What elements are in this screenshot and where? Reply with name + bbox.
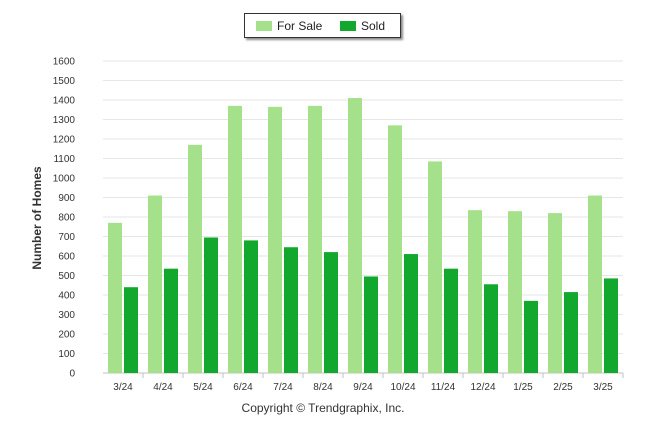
- bar-sold[interactable]: [124, 287, 138, 373]
- legend-item-for-sale[interactable]: For Sale: [256, 19, 322, 33]
- x-tick-label: 8/24: [313, 382, 333, 393]
- x-tick-label: 11/24: [431, 382, 456, 393]
- bar-for-sale[interactable]: [108, 222, 122, 373]
- legend-swatch-sold: [340, 21, 356, 31]
- bar-for-sale[interactable]: [388, 125, 402, 373]
- x-tick-label: 3/25: [593, 382, 613, 393]
- bar-for-sale[interactable]: [508, 211, 522, 373]
- x-tick-label: 9/24: [353, 382, 373, 393]
- x-tick-label: 5/24: [193, 382, 213, 393]
- bar-for-sale[interactable]: [308, 105, 322, 373]
- bar-for-sale[interactable]: [228, 105, 242, 373]
- x-axis-ticks: 3/24 4/24 5/24 6/24 7/24 8/24 9/24 10/24 11/24 12…: [113, 373, 624, 393]
- y-tick-label: 900: [58, 193, 75, 204]
- y-axis-ticks: 0 100 200 300 400 500 600 700 800 900 1000 1100 1200…: [53, 57, 76, 380]
- y-tick-label: 800: [58, 213, 75, 224]
- bar-for-sale[interactable]: [148, 195, 162, 373]
- bar-sold[interactable]: [364, 276, 378, 373]
- bar-for-sale[interactable]: [548, 213, 562, 373]
- y-tick-label: 0: [69, 369, 75, 380]
- bar-sold[interactable]: [164, 268, 178, 373]
- x-tick-label: 10/24: [390, 382, 415, 393]
- bar-for-sale[interactable]: [268, 106, 282, 373]
- legend-label-sold: Sold: [361, 19, 386, 33]
- y-tick-label: 1300: [53, 115, 76, 126]
- x-tick-label: 2/25: [553, 382, 573, 393]
- bar-for-sale[interactable]: [188, 144, 202, 373]
- bar-sold[interactable]: [284, 247, 298, 373]
- x-tick-label: 4/24: [153, 382, 173, 393]
- x-tick-label: 6/24: [233, 382, 253, 393]
- y-tick-label: 600: [58, 252, 75, 263]
- y-tick-label: 100: [58, 349, 75, 360]
- x-tick-label: 12/24: [470, 382, 495, 393]
- x-tick-label: 3/24: [113, 382, 133, 393]
- bar-sold[interactable]: [444, 268, 458, 373]
- bar-sold[interactable]: [244, 240, 258, 373]
- grid-lines: [103, 60, 623, 354]
- y-tick-label: 1200: [53, 135, 76, 146]
- y-tick-label: 1400: [53, 96, 76, 107]
- x-tick-label: 1/25: [513, 382, 533, 393]
- y-tick-label: 200: [58, 330, 75, 341]
- bar-sold[interactable]: [604, 278, 618, 373]
- bar-sold[interactable]: [404, 254, 418, 373]
- y-tick-label: 300: [58, 310, 75, 321]
- bar-sold[interactable]: [484, 284, 498, 373]
- bar-sold[interactable]: [564, 292, 578, 373]
- legend-item-sold[interactable]: Sold: [340, 19, 385, 33]
- y-tick-label: 1000: [53, 174, 76, 185]
- y-tick-label: 700: [58, 232, 75, 243]
- bar-sold[interactable]: [524, 300, 538, 373]
- copyright-footer: Copyright © Trendgraphix, Inc.: [241, 401, 405, 415]
- y-tick-label: 1500: [53, 76, 76, 87]
- legend-label-for-sale: For Sale: [277, 19, 323, 33]
- y-tick-label: 400: [58, 291, 75, 302]
- bar-sold[interactable]: [324, 252, 338, 373]
- y-tick-label: 500: [58, 271, 75, 282]
- y-tick-label: 1100: [53, 154, 75, 165]
- bar-for-sale[interactable]: [428, 161, 442, 373]
- bar-for-sale[interactable]: [588, 195, 602, 373]
- bars: [108, 98, 618, 374]
- bar-sold[interactable]: [204, 237, 218, 373]
- legend: For Sale Sold: [244, 13, 401, 38]
- bar-for-sale[interactable]: [468, 210, 482, 373]
- legend-swatch-for-sale: [256, 21, 272, 31]
- x-tick-label: 7/24: [273, 382, 293, 393]
- bar-for-sale[interactable]: [348, 98, 362, 374]
- y-tick-label: 1600: [53, 57, 76, 68]
- y-axis-label: Number of Homes: [30, 166, 44, 270]
